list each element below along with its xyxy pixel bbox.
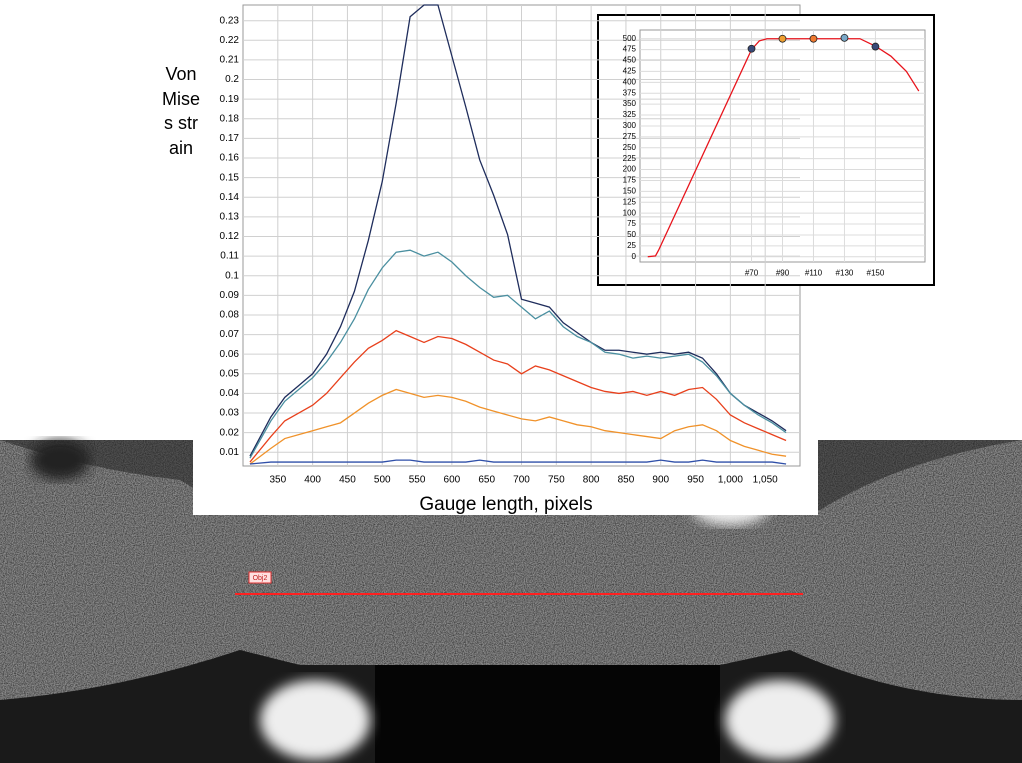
y-tick-label: 0.08 [220,310,240,321]
x-tick-label: 450 [339,475,356,486]
x-tick-label: 700 [513,475,530,486]
series-line [647,38,920,258]
image-label: Obj2 [253,575,268,582]
series-line [249,459,787,465]
point-marker [840,33,849,42]
x-tick-label: 950 [687,475,704,486]
y-tick-label: 0.15 [220,172,240,183]
x-tick-label: 900 [652,475,669,486]
y-tick-label: 0.16 [220,153,240,164]
x-tick-label: 500 [374,475,391,486]
x-tick-label: 750 [548,475,565,486]
y-tick-label: 0.01 [220,447,240,458]
y-tick-label: 375 [623,88,637,97]
y-tick-label: 0.21 [220,55,240,66]
x-tick-label: 550 [409,475,426,486]
y-tick-label: 300 [623,121,637,130]
y-tick-label: 0.06 [220,349,240,360]
point-marker [809,34,818,43]
y-tick-label: 0.2 [225,74,239,85]
point-marker [871,42,880,51]
y-tick-label: 75 [627,219,636,228]
series-line [249,249,787,459]
x-tick-label: 350 [269,475,286,486]
series-line [249,4,787,457]
y-tick-label: 150 [623,186,637,195]
specimen-image: Obj2 [0,440,1022,763]
x-tick-label: 600 [444,475,461,486]
x-tick-label: #150 [867,268,885,277]
series-line [249,329,787,463]
y-tick-label: 0.02 [220,427,240,438]
y-tick-label: 325 [623,110,637,119]
x-tick-label: #130 [836,268,854,277]
x-axis-label: Gauge length, pixels [419,494,592,515]
y-tick-label: 125 [623,197,637,206]
y-tick-label: 0.11 [220,251,239,262]
y-tick-label: 200 [623,165,637,174]
y-tick-label: 0.23 [220,15,240,26]
x-tick-label: 650 [478,475,495,486]
y-tick-label: 0.19 [220,94,240,105]
x-tick-label: 1,050 [753,475,778,486]
y-axis-label: Von Mises strain [161,64,200,158]
y-tick-label: 0.22 [220,35,240,46]
y-tick-label: 0.04 [220,388,240,399]
y-tick-label: 0.03 [220,408,240,419]
y-tick-label: 50 [627,230,636,239]
x-tick-label: #70 [745,268,759,277]
y-tick-label: 350 [623,99,637,108]
point-marker [747,44,756,53]
y-tick-label: 0.17 [220,133,240,144]
y-tick-label: 0.1 [225,270,239,281]
y-tick-label: 175 [623,176,637,185]
y-tick-label: 425 [623,67,637,76]
y-tick-label: 100 [623,208,637,217]
x-tick-label: #90 [776,268,790,277]
y-tick-label: 0.05 [220,368,240,379]
y-tick-label: 450 [623,56,637,65]
y-tick-label: 475 [623,45,637,54]
x-tick-label: 850 [618,475,635,486]
y-tick-label: 0.13 [220,212,240,223]
y-tick-label: 0 [632,252,637,261]
y-tick-label: 275 [623,132,637,141]
x-tick-label: 800 [583,475,600,486]
y-tick-label: 0.18 [220,113,240,124]
point-marker [778,34,787,43]
y-tick-label: 400 [623,77,637,86]
y-tick-label: 0.14 [220,192,240,203]
y-tick-label: 500 [623,34,637,43]
y-tick-label: 0.07 [220,329,240,340]
y-tick-label: 25 [627,241,636,250]
x-tick-label: 1,000 [718,475,743,486]
x-tick-label: 400 [304,475,321,486]
x-tick-label: #110 [805,268,823,277]
y-tick-label: 250 [623,143,637,152]
y-tick-label: 0.12 [220,231,240,242]
series-line [249,388,787,465]
y-tick-label: 225 [623,154,637,163]
y-tick-label: 0.09 [220,290,240,301]
